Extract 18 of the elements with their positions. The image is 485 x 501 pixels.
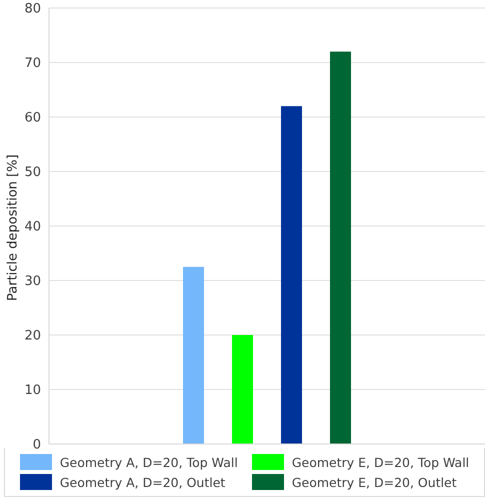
bar [330,52,351,444]
bar [281,106,302,444]
y-tick-label: 10 [24,383,41,398]
y-tick-label: 40 [24,220,41,235]
y-tick-label: 30 [24,274,41,290]
y-tick-label: 20 [24,328,41,344]
bar [183,266,204,444]
y-axis-title: Particle deposition [%] [6,154,21,301]
y-tick-label: 70 [24,56,41,72]
y-tick-label: 60 [24,110,41,126]
legend-label: Geometry A, D=20, Outlet [60,474,226,490]
legend-label: Geometry E, D=20, Top Wall [292,454,470,470]
y-tick-label: 0 [32,438,41,453]
legend-label: Geometry A, D=20, Top Wall [60,454,238,470]
bar [232,335,253,444]
y-tick-label: 50 [24,165,41,180]
legend-label: Geometry E, D=20, Outlet [292,474,457,490]
y-tick-label: 80 [24,2,41,17]
